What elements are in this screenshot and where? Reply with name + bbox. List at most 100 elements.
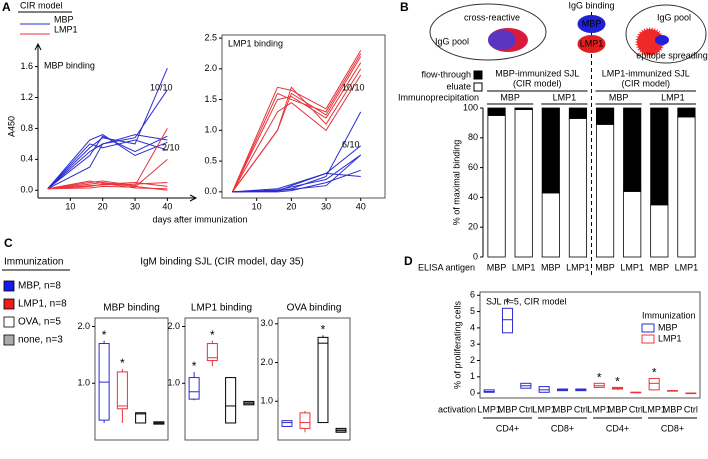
spread-blue — [655, 35, 669, 45]
plot-frame — [479, 291, 701, 399]
plot-frame — [184, 317, 259, 441]
x-tick-label: Ctrl — [629, 404, 643, 414]
significance: * — [120, 356, 125, 370]
x-tick-label: LMP1 — [566, 262, 590, 272]
data-line — [232, 68, 362, 193]
box — [317, 336, 329, 424]
bar-segment — [487, 107, 506, 116]
legend-label: LMP1, n=8 — [18, 299, 67, 310]
chart-title: MBP binding — [103, 303, 160, 314]
x-tick-label: 10 — [65, 201, 75, 211]
y-tick-label: 80 — [468, 132, 478, 142]
significance: * — [102, 328, 107, 342]
y-tick-label: 2 — [470, 355, 475, 365]
data-line — [47, 180, 168, 190]
group-label: (CIR model) — [513, 78, 562, 88]
legend-title: Immunization — [4, 257, 63, 268]
overlap-blue — [488, 30, 516, 50]
box — [135, 412, 147, 424]
significance: * — [210, 328, 215, 342]
data-line — [232, 172, 361, 193]
y-tick-label: 60 — [468, 162, 478, 172]
y-tick-label: 0.8 — [20, 123, 33, 133]
x-tick-label: Ctrl — [519, 404, 533, 414]
ip-group-label: LMP1 — [553, 92, 577, 102]
legend-swatch — [3, 280, 15, 292]
bar-segment — [514, 107, 533, 110]
x-tick-label: 10 — [252, 201, 262, 211]
annotation: 2/10 — [162, 142, 180, 152]
axis-label: A450 — [6, 116, 16, 137]
legend-label: MBP — [54, 14, 74, 24]
supertitle: IgM binding SJL (CIR model, day 35) — [140, 257, 304, 268]
x-tick-label: 30 — [130, 201, 140, 211]
bar-segment — [623, 107, 642, 192]
box — [188, 377, 200, 400]
y-tick-label: 4 — [470, 322, 475, 332]
legend-swatch — [641, 334, 655, 344]
y-tick-label: 1.6 — [20, 61, 33, 71]
legend-label: OVA, n=5 — [18, 317, 61, 328]
y-tick-label: 1 — [470, 371, 475, 381]
y-tick-label: 0.0 — [204, 186, 217, 196]
y-tick-label: 2.0 — [204, 63, 217, 73]
y-tick-label: 100 — [463, 102, 478, 112]
legend-label: MBP — [658, 322, 678, 332]
y-tick-label: 1.0 — [260, 396, 273, 406]
data-line — [47, 139, 168, 190]
lmp1-blob — [577, 35, 606, 53]
x-tick-label: 40 — [356, 201, 366, 211]
bar-segment — [677, 107, 696, 118]
y-tick-label: 1.5 — [204, 94, 217, 104]
legend-swatch — [3, 316, 15, 328]
legend-label: MBP, n=8 — [18, 281, 61, 292]
y-tick-label: 2.0 — [77, 321, 90, 331]
bar-segment — [514, 109, 533, 258]
y-tick-label: 0 — [473, 251, 478, 261]
chart-title: MBP binding — [44, 60, 95, 70]
ip-group-label: LMP1 — [661, 92, 685, 102]
data-line — [231, 74, 362, 193]
y-tick-label: 2.0 — [167, 321, 180, 331]
data-line — [47, 182, 168, 191]
box — [225, 377, 237, 424]
x-tick-label: MBP — [608, 404, 628, 414]
x-tick-label: 30 — [321, 201, 331, 211]
significance: * — [597, 370, 602, 384]
data-line — [47, 135, 168, 190]
significance: * — [505, 295, 510, 309]
box — [206, 343, 218, 362]
y-tick-label: 0 — [470, 387, 475, 397]
group-label: MBP-immunized SJL — [495, 68, 579, 78]
y-tick-label: 2.5 — [204, 32, 217, 42]
x-tick-label: MBP — [553, 404, 573, 414]
x-tick-label: Ctrl — [574, 404, 588, 414]
significance: * — [652, 366, 657, 380]
x-tick-label: LMP1 — [620, 262, 644, 272]
bar-segment — [487, 115, 506, 258]
diagram-label: MBP — [582, 18, 602, 28]
y-tick-label: 0.4 — [20, 154, 33, 164]
annotation: 6/10 — [342, 139, 360, 149]
legend-label: LMP1 — [54, 24, 78, 34]
bar-segment — [595, 107, 615, 125]
y-tick-label: 1.0 — [204, 125, 217, 135]
legend-title: CIR model — [20, 0, 63, 10]
x-tick-label: LMP1 — [642, 404, 666, 414]
significance: * — [321, 323, 326, 337]
data-line — [232, 169, 361, 193]
y-tick-label: 5 — [470, 306, 475, 316]
data-line — [47, 128, 168, 190]
y-tick-label: 20 — [468, 222, 478, 232]
bar-segment — [595, 123, 615, 258]
panel-label: C — [4, 236, 13, 250]
annotation: 10/10 — [150, 82, 173, 92]
y-tick-label: 3 — [470, 339, 475, 349]
diagram-label: epitope spreading — [636, 50, 708, 60]
bar-segment — [623, 191, 642, 258]
group-label: CD4+ — [606, 423, 629, 433]
x-tick-label: LMP1 — [477, 404, 501, 414]
y-tick-label: 1.0 — [167, 378, 180, 388]
significance: * — [615, 375, 620, 389]
box — [116, 371, 128, 410]
